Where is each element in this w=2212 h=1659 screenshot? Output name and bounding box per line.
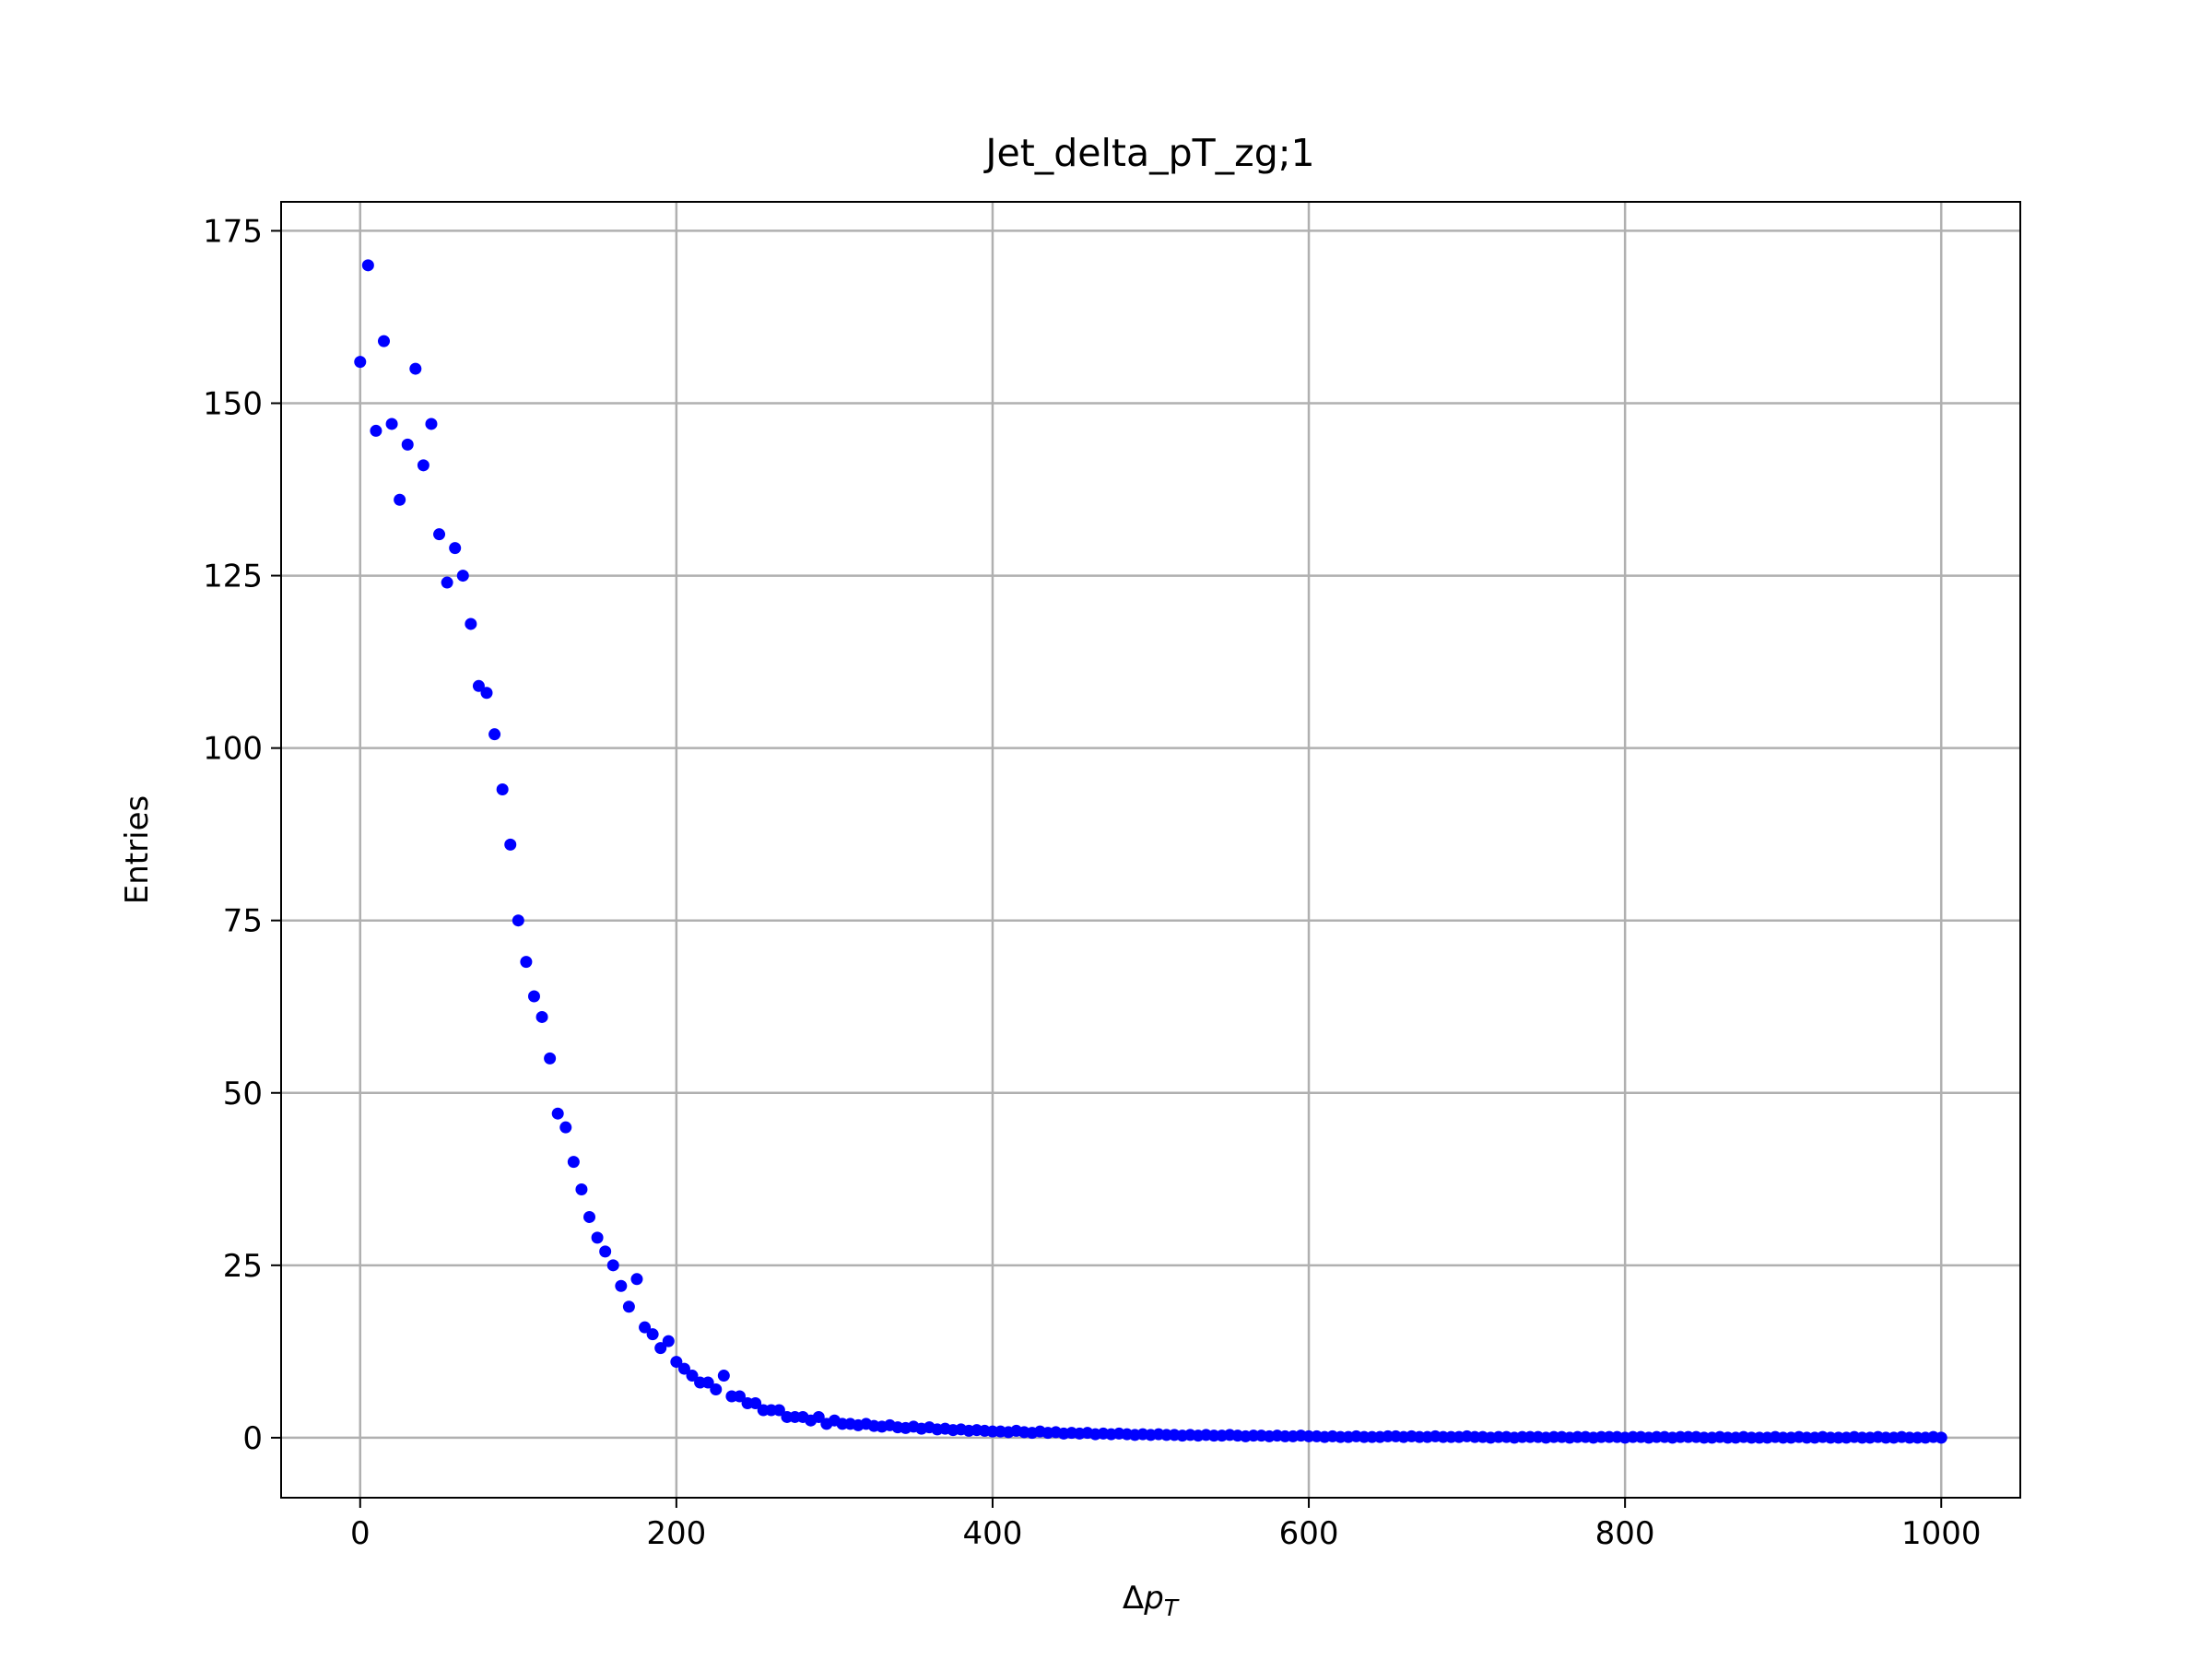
point xyxy=(567,1156,580,1169)
point xyxy=(551,1107,564,1120)
x-tick-label: 400 xyxy=(963,1515,1023,1552)
x-tick-label: 600 xyxy=(1279,1515,1339,1552)
point xyxy=(772,1404,785,1417)
x-tick-label: 800 xyxy=(1595,1515,1655,1552)
point xyxy=(733,1390,746,1403)
y-tick-label: 25 xyxy=(223,1248,263,1285)
y-tick-label: 75 xyxy=(223,903,263,940)
point xyxy=(662,1335,675,1347)
point xyxy=(465,618,477,630)
point xyxy=(591,1231,604,1244)
chart-title: Jet_delta_pT_zg;1 xyxy=(982,131,1314,175)
point xyxy=(535,1010,548,1023)
y-axis-label: Entries xyxy=(119,795,156,904)
point xyxy=(488,728,501,741)
point xyxy=(441,576,453,589)
point xyxy=(622,1300,635,1313)
point xyxy=(615,1279,628,1292)
point xyxy=(654,1342,667,1355)
point xyxy=(559,1121,572,1134)
point xyxy=(527,990,540,1003)
point xyxy=(456,570,469,582)
point xyxy=(417,459,429,472)
point xyxy=(378,335,391,347)
point xyxy=(639,1321,652,1334)
point xyxy=(425,418,438,430)
point xyxy=(480,687,493,700)
point xyxy=(677,1362,690,1375)
point xyxy=(701,1376,714,1389)
point xyxy=(710,1383,723,1396)
point xyxy=(670,1356,683,1369)
point xyxy=(496,783,509,796)
point xyxy=(812,1410,825,1423)
point xyxy=(409,362,422,375)
point xyxy=(504,838,517,851)
point xyxy=(1935,1431,1947,1444)
point xyxy=(749,1396,762,1409)
point xyxy=(717,1370,730,1382)
point xyxy=(401,438,414,451)
y-tick-label: 150 xyxy=(203,385,263,422)
point xyxy=(520,956,533,969)
point xyxy=(354,356,367,369)
point xyxy=(433,528,446,541)
point xyxy=(472,679,485,692)
y-tick-label: 0 xyxy=(242,1420,263,1457)
x-tick-label: 1000 xyxy=(1901,1515,1982,1552)
point xyxy=(606,1259,619,1272)
point xyxy=(583,1210,596,1223)
point xyxy=(630,1273,643,1286)
point xyxy=(575,1183,588,1196)
plot-frame xyxy=(280,201,2021,1499)
point xyxy=(385,418,398,430)
point xyxy=(599,1245,612,1258)
point xyxy=(686,1370,699,1382)
x-tick-label: 0 xyxy=(350,1515,371,1552)
point xyxy=(646,1328,659,1341)
point xyxy=(361,259,374,272)
point xyxy=(394,493,406,506)
y-tick-label: 100 xyxy=(203,731,263,768)
point xyxy=(544,1052,557,1065)
point xyxy=(370,424,382,437)
y-tick-label: 50 xyxy=(223,1076,263,1112)
y-tick-label: 175 xyxy=(203,213,263,250)
point xyxy=(449,542,462,555)
x-axis-label: ΔpT xyxy=(1123,1580,1180,1621)
x-tick-label: 200 xyxy=(646,1515,706,1552)
y-tick-label: 125 xyxy=(203,559,263,595)
point xyxy=(512,914,524,927)
